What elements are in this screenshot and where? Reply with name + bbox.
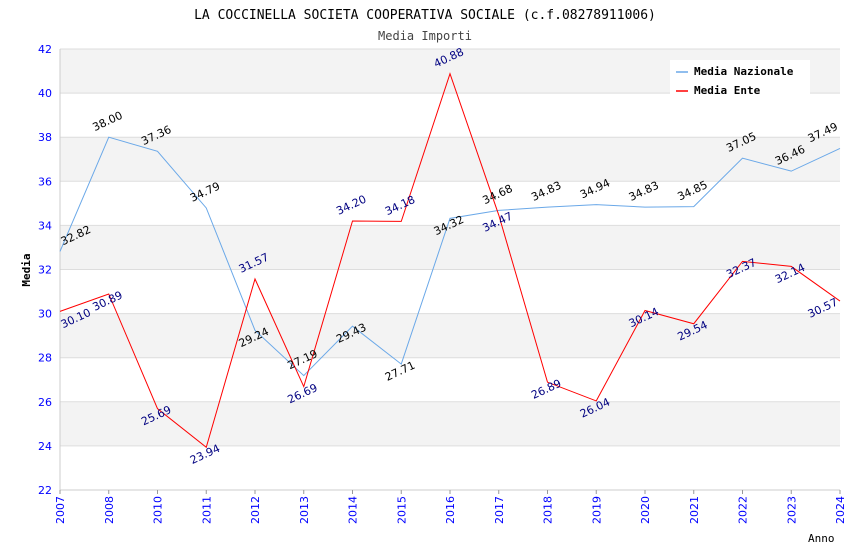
y-tick-label: 24 <box>38 440 52 453</box>
data-label: 34.83 <box>627 179 661 204</box>
x-tick-label: 2019 <box>590 496 603 524</box>
grid-band <box>60 225 840 270</box>
y-tick-label: 26 <box>38 396 52 409</box>
data-label: 27.71 <box>383 359 417 384</box>
grid-band <box>60 401 840 446</box>
series-line-nazionale <box>59 136 841 377</box>
x-tick-label: 2024 <box>834 496 847 524</box>
x-tick-label: 2007 <box>54 496 67 524</box>
data-label: 34.83 <box>529 179 563 204</box>
y-tick-label: 42 <box>38 43 52 56</box>
series-line-ente <box>59 72 841 449</box>
data-label: 30.89 <box>91 289 125 314</box>
x-tick-label: 2017 <box>493 496 506 524</box>
x-tick-label: 2015 <box>395 496 408 524</box>
data-label: 26.89 <box>529 377 563 402</box>
data-label: 34.68 <box>481 182 515 207</box>
x-tick-label: 2010 <box>152 496 165 524</box>
x-tick-label: 2023 <box>785 496 798 524</box>
x-tick-label: 2021 <box>688 496 701 524</box>
y-tick-label: 36 <box>38 175 52 188</box>
y-tick-label: 34 <box>38 219 52 232</box>
x-tick-label: 2013 <box>298 496 311 524</box>
data-label: 34.20 <box>334 193 368 218</box>
legend-label-ente: Media Ente <box>694 84 761 97</box>
x-tick-label: 2022 <box>737 496 750 524</box>
x-tick-label: 2018 <box>542 496 555 524</box>
y-tick-label: 40 <box>38 87 52 100</box>
x-tick-label: 2012 <box>249 496 262 524</box>
y-tick-label: 38 <box>38 131 52 144</box>
legend-label-nazionale: Media Nazionale <box>694 65 794 78</box>
x-tick-label: 2008 <box>103 496 116 524</box>
x-tick-label: 2011 <box>200 496 213 524</box>
data-label: 38.00 <box>91 109 125 134</box>
x-axis-label: Anno <box>808 532 835 545</box>
y-tick-label: 22 <box>38 484 52 497</box>
data-label: 34.85 <box>676 178 710 203</box>
grid-band <box>60 313 840 358</box>
y-axis-label: Media <box>20 253 33 286</box>
data-label: 34.18 <box>383 193 417 218</box>
y-tick-label: 30 <box>38 308 52 321</box>
y-tick-label: 28 <box>38 352 52 365</box>
x-tick-label: 2016 <box>444 496 457 524</box>
chart-title: LA COCCINELLA SOCIETA COOPERATIVA SOCIAL… <box>194 8 656 23</box>
chart-subtitle: Media Importi <box>378 29 472 43</box>
data-label: 34.79 <box>188 180 222 205</box>
x-tick-label: 2014 <box>347 496 360 524</box>
x-tick-label: 2020 <box>639 496 652 524</box>
y-tick-label: 32 <box>38 264 52 277</box>
legend: Media Nazionale Media Ente <box>670 60 810 98</box>
grid-band <box>60 137 840 182</box>
